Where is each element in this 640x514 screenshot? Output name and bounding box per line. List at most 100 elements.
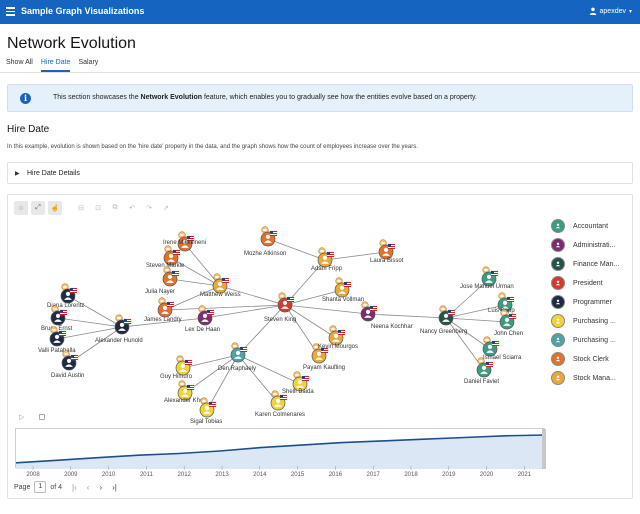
graph-node-weiss[interactable]: Matthew Weiss <box>200 273 241 298</box>
person-icon <box>551 295 565 309</box>
legend-item[interactable]: Stock Mana... <box>551 370 640 386</box>
legend-label: President <box>573 279 603 287</box>
legend-item[interactable]: Accountant <box>551 218 640 234</box>
graph-node-colmenares[interactable]: Karen Colmenares <box>255 390 305 418</box>
flag-icon <box>491 340 500 347</box>
person-icon <box>118 322 126 331</box>
graph-node-mikkilineni[interactable]: Irene Mikkilineni <box>163 231 206 252</box>
graph-node-dehaan[interactable]: Lex De Haan <box>185 305 220 333</box>
flag-icon <box>186 235 195 242</box>
graph-toolbar: ○ ⤢ ☝ ⊟ ⊡ ⧉ ↶ ↷ ⇗ <box>14 201 173 215</box>
play-icon[interactable]: ▷ <box>19 414 25 421</box>
graph-node-kaufling[interactable]: Payam Kaufling <box>303 343 345 371</box>
node-label: Ismael Sciarra <box>483 355 522 361</box>
node-label: Sigal Tobias <box>190 419 222 425</box>
graph-node-nayer[interactable]: Julia Nayer <box>145 266 180 295</box>
prev-page-icon[interactable]: ‹ <box>86 482 90 492</box>
undo-icon[interactable]: ↶ <box>129 205 135 212</box>
graph-node-landry[interactable]: James Landry <box>144 297 182 323</box>
app-title[interactable]: Sample Graph Visualizations <box>21 6 145 16</box>
legend-item[interactable]: Purchasing ... <box>551 313 640 329</box>
graph-node-mourgos[interactable]: Kevin Mourgos <box>318 325 358 350</box>
graph-node-faviet[interactable]: Daniel Faviet <box>464 357 499 385</box>
share-icon[interactable]: ⇗ <box>163 205 169 212</box>
node-label: Jose Manuel Urman <box>460 284 514 290</box>
next-page-icon[interactable]: › <box>99 482 103 492</box>
badge-mark <box>295 374 299 376</box>
timeline-chart[interactable] <box>15 428 546 469</box>
graph-node-vollman[interactable]: Shanta Vollman <box>322 277 364 303</box>
legend-item[interactable]: President <box>551 275 640 291</box>
graph-node-greenberg[interactable]: Nancy Greenberg <box>420 305 467 335</box>
graph-edge <box>445 317 491 350</box>
graph-node-sciarra[interactable]: Ismael Sciarra <box>482 336 522 361</box>
page-number-input[interactable]: 1 <box>34 481 47 493</box>
legend-item[interactable]: Programmer <box>551 294 640 310</box>
flag-icon <box>337 329 346 336</box>
graph-node-himuro[interactable]: Guy Himuro <box>160 355 193 380</box>
top-bar: Sample Graph Visualizations apexdev ▾ <box>0 0 640 24</box>
flag-icon <box>506 296 515 303</box>
flag-icon <box>206 309 215 316</box>
hire-date-details-collapsible[interactable]: ▶ Hire Date Details <box>7 162 633 184</box>
collapse-icon[interactable]: ⊟ <box>78 205 84 212</box>
graph-edge <box>206 354 239 411</box>
graph-node-kochhar[interactable]: Neena Kochhar <box>360 301 413 330</box>
legend-item[interactable]: Purchasing ... <box>551 332 640 348</box>
tab-salary[interactable]: Salary <box>78 59 99 66</box>
page-title: Network Evolution <box>7 35 136 52</box>
graph-node-atkinson[interactable]: Mozhe Atkinson <box>244 226 286 257</box>
graph-edge <box>169 278 221 287</box>
pan-hand-icon[interactable]: ☝ <box>48 201 62 215</box>
graph-node-raphaely[interactable]: Den Raphaely <box>218 342 256 372</box>
tab-show-all[interactable]: Show All <box>6 59 33 66</box>
first-page-icon[interactable]: |‹ <box>72 482 77 492</box>
person-icon <box>201 313 209 322</box>
graph-node-lorentz[interactable]: Diana Lorentz <box>47 283 84 309</box>
hamburger-menu-icon[interactable] <box>6 7 16 16</box>
graph-edge <box>182 354 239 369</box>
graph-node-hunold[interactable]: Alexander Hunold <box>95 314 143 344</box>
page-count: of 4 <box>50 483 63 491</box>
node-label: Steven Markle <box>146 263 185 269</box>
node-label: Laura Bissot <box>370 258 404 264</box>
node-label: Julia Nayer <box>145 289 175 295</box>
chevron-down-icon: ▾ <box>628 8 632 15</box>
graph-node-fripp[interactable]: Adam Fripp <box>311 247 343 272</box>
graph-node-khoo[interactable]: Alexander Khoo <box>164 380 207 404</box>
graph-edge <box>164 304 286 311</box>
legend-item[interactable]: Stock Clerk <box>551 351 640 367</box>
graph-edge <box>57 317 123 328</box>
graph-node-king[interactable]: Steven King <box>264 292 296 323</box>
graph-node-baida[interactable]: Shelli Baida <box>282 371 314 395</box>
node-label: Neena Kochhar <box>371 324 413 330</box>
user-menu[interactable]: apexdev ▾ <box>589 7 632 15</box>
last-page-icon[interactable]: ›| <box>112 482 117 492</box>
graph-node-markle[interactable]: Steven Markle <box>146 245 185 269</box>
graph-node-chen[interactable]: John Chen <box>494 309 523 337</box>
graph-node-pataballa[interactable]: Valli Pataballa <box>38 326 76 354</box>
info-text: This section showcases the Network Evolu… <box>53 94 477 101</box>
legend-item[interactable]: Finance Man... <box>551 256 640 272</box>
timeline-handle[interactable] <box>542 429 546 469</box>
legend-item[interactable]: Administrati... <box>551 237 640 253</box>
redo-icon[interactable]: ↷ <box>146 205 152 212</box>
copy-icon[interactable]: ⧉ <box>112 204 118 211</box>
graph-edge <box>204 304 286 319</box>
graph-node-austin[interactable]: David Austin <box>51 350 84 379</box>
node-label: Shelli Baida <box>282 389 314 395</box>
fit-icon[interactable]: ⊡ <box>95 205 101 212</box>
expand-icon[interactable]: ⤢ <box>31 201 45 215</box>
person-icon <box>216 281 224 290</box>
reset-icon[interactable]: ○ <box>14 201 28 215</box>
graph-node-tobias[interactable]: Sigal Tobias <box>190 397 222 425</box>
stop-icon[interactable] <box>39 414 45 420</box>
flag-icon <box>172 249 181 256</box>
graph-edge <box>284 304 337 339</box>
tab-hire-date[interactable]: Hire Date <box>40 59 71 72</box>
info-banner: i This section showcases the Network Evo… <box>7 84 633 112</box>
person-icon <box>501 300 509 309</box>
graph-node-urman[interactable]: Jose Manuel Urman <box>460 266 514 290</box>
graph-node-bissot[interactable]: Laura Bissot <box>370 239 404 264</box>
